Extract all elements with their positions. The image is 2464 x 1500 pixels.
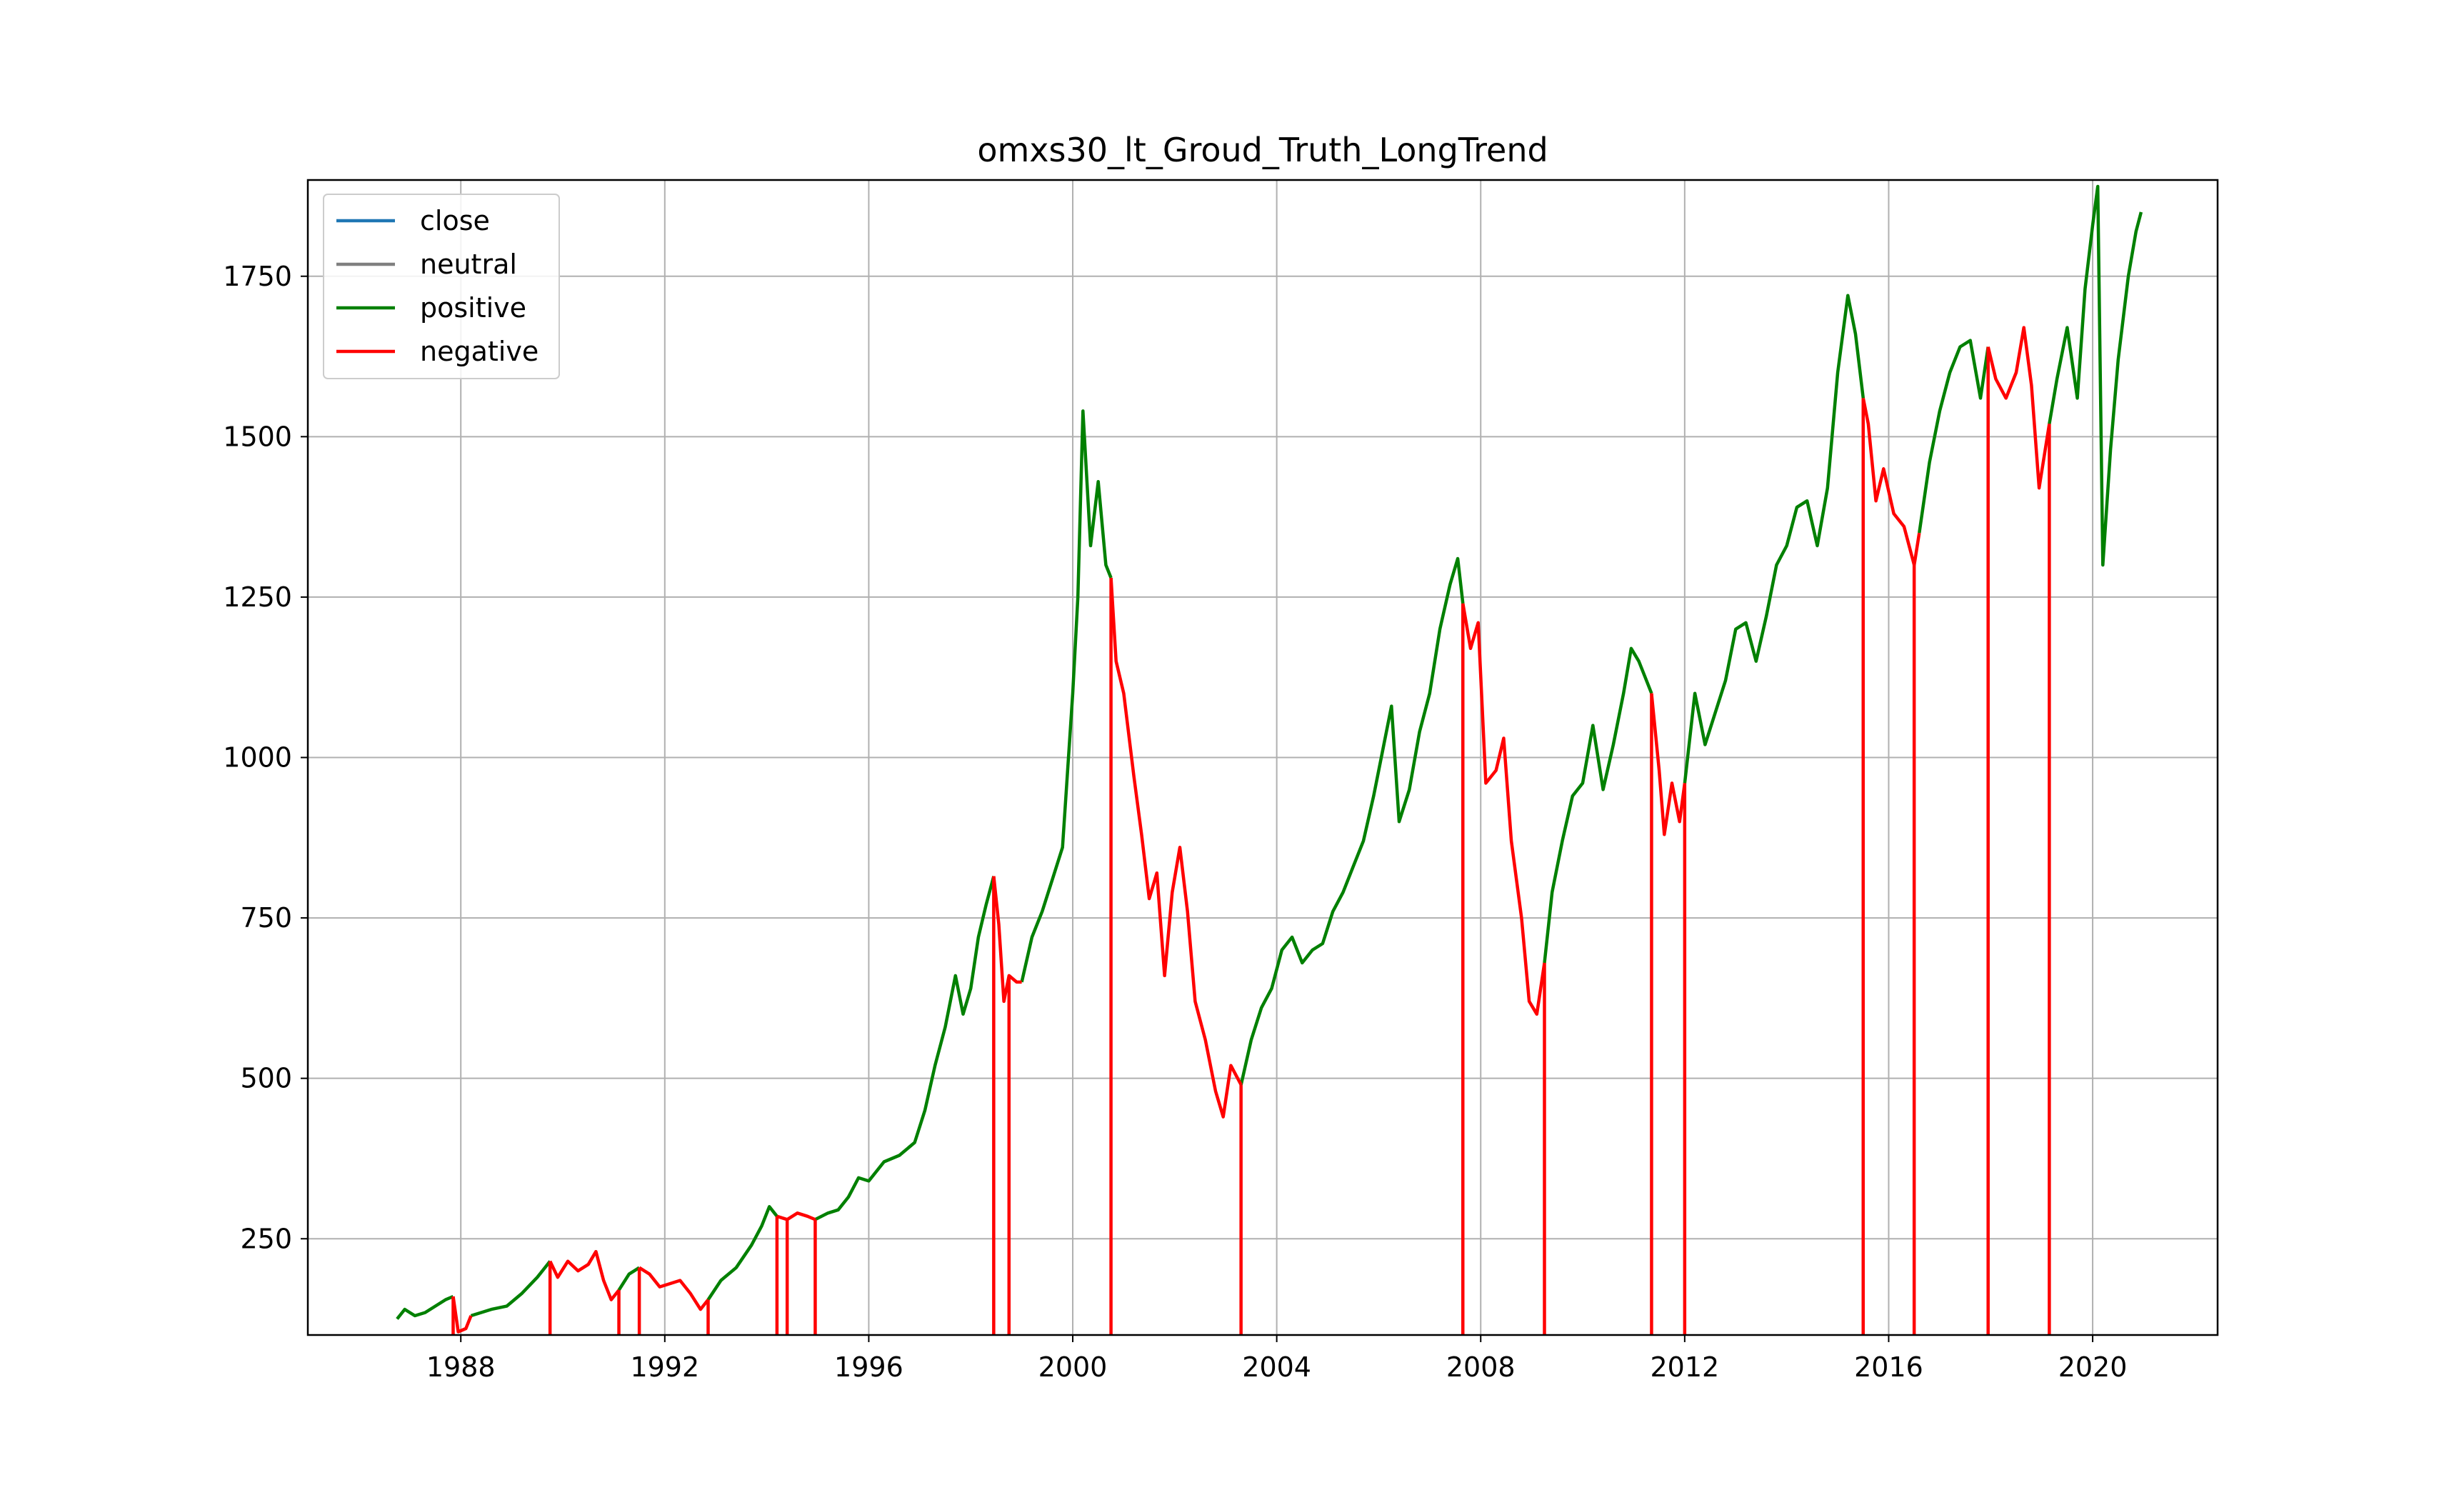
series-positive-line: [1239, 556, 1465, 1086]
series-negative-line: [992, 876, 1022, 1004]
y-axis: 250 500 750 1000 1250 1500 1750: [223, 261, 308, 1254]
legend-label-positive: positive: [420, 292, 526, 324]
series-negative-line: [549, 1249, 621, 1301]
chart-title: omxs30_lt_Groud_Truth_LongTrend: [977, 131, 1548, 169]
y-tick-label: 500: [240, 1063, 292, 1094]
x-tick-label: 2000: [1038, 1351, 1108, 1383]
series-positive-line: [1020, 409, 1113, 983]
y-tick-label: 1250: [223, 581, 292, 613]
x-tick-label: 2004: [1242, 1351, 1311, 1383]
y-tick-label: 750: [240, 902, 292, 934]
x-tick-label: 1996: [834, 1351, 903, 1383]
y-tick-label: 250: [240, 1223, 292, 1254]
series-positive-line: [396, 1295, 454, 1320]
x-tick-label: 1992: [630, 1351, 699, 1383]
series-positive-line: [1683, 294, 1865, 784]
legend-box: [323, 194, 560, 379]
series-positive-line: [617, 1266, 641, 1291]
legend-label-neutral: neutral: [420, 249, 517, 280]
series-positive-line: [470, 1260, 551, 1318]
series-negative-line: [1861, 397, 1921, 567]
y-tick-label: 1750: [223, 261, 292, 292]
series-positive-line: [1918, 339, 1990, 534]
series-negative-line: [1986, 326, 2051, 490]
grid: [308, 180, 2218, 1335]
legend-label-close: close: [420, 205, 490, 236]
x-tick-label: 2016: [1854, 1351, 1923, 1383]
x-tick-label: 2012: [1650, 1351, 1719, 1383]
x-tick-label: 1988: [426, 1351, 496, 1383]
series-negative-line: [638, 1266, 710, 1311]
series-negative-line: [1461, 603, 1546, 1016]
x-axis: 1988 1992 1996 2000 2004 2008 2012 2016 2020: [426, 1335, 2128, 1383]
series-negative-line: [1109, 577, 1243, 1119]
y-tick-label: 1000: [223, 742, 292, 774]
plot-area: [396, 184, 2143, 1335]
y-tick-label: 1500: [223, 421, 292, 452]
series-negative-line: [1650, 693, 1687, 836]
series-negative-line: [451, 1296, 473, 1334]
x-tick-label: 2020: [2058, 1351, 2128, 1383]
series-positive-line: [814, 876, 996, 1221]
series-negative-line: [776, 1211, 816, 1221]
series-positive-line: [2048, 184, 2143, 567]
legend-label-negative: negative: [420, 336, 539, 367]
legend: close neutral positive negative: [323, 194, 560, 379]
series-positive-line: [706, 1205, 778, 1301]
x-tick-label: 2008: [1446, 1351, 1516, 1383]
series-positive-line: [1543, 646, 1653, 964]
